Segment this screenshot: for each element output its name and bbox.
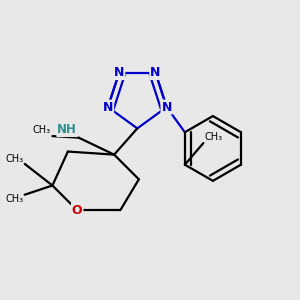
Text: CH₃: CH₃ — [205, 131, 223, 142]
Text: N: N — [161, 100, 172, 114]
Text: CH₃: CH₃ — [5, 194, 23, 204]
Text: CH₃: CH₃ — [5, 154, 23, 164]
Text: NH: NH — [57, 123, 77, 136]
Text: N: N — [114, 66, 124, 79]
Text: N: N — [150, 66, 161, 79]
Text: O: O — [72, 204, 83, 217]
Text: N: N — [103, 100, 113, 114]
Text: CH₃: CH₃ — [33, 124, 51, 135]
